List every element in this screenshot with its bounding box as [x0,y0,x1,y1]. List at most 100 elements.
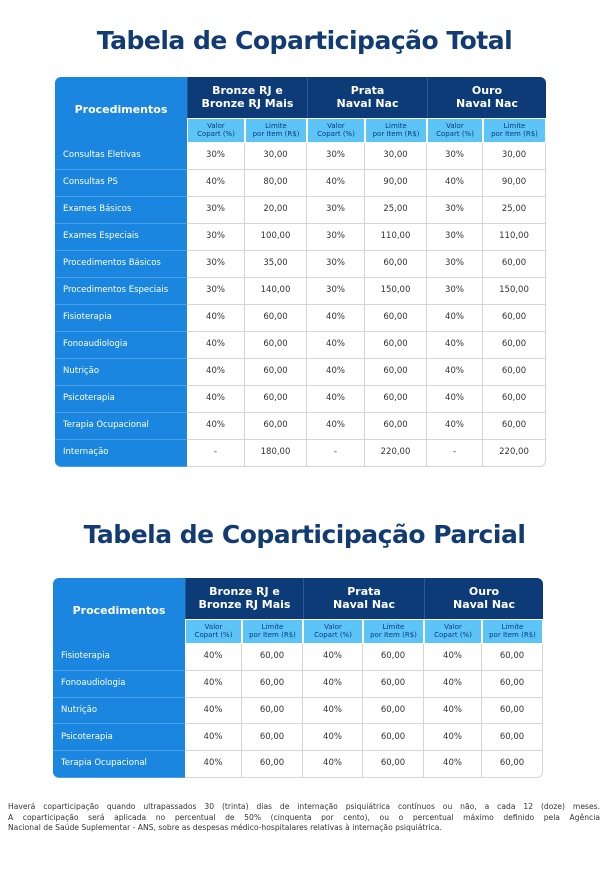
line: Valor [204,622,223,631]
procedure-name: Consultas Eletivas [55,143,187,170]
cell: 60,00 [363,697,424,725]
footnote-line: A coparticipação será aplicada no percen… [8,812,600,822]
cell: 220,00 [365,440,427,467]
cell: 40% [427,170,483,197]
cell: 60,00 [365,386,427,413]
cell: 30% [427,251,483,278]
cell: 60,00 [365,332,427,359]
cell: 40% [187,413,245,440]
cell: 40% [427,386,483,413]
procedure-name: Terapia Ocupacional [55,413,187,440]
cell: 40% [187,332,245,359]
procedure-name: Internação [55,440,187,467]
cell: 30% [427,224,483,251]
cell: 40% [185,670,242,698]
sub-header: Valor Copart (%) [424,619,482,644]
cell: 40% [424,670,482,698]
cell: 30% [427,278,483,305]
line: Valor [446,121,464,130]
cell: 90,00 [483,170,546,197]
procedure-name: Exames Especiais [55,224,187,251]
line: Naval Nac [453,597,515,611]
cell: 60,00 [483,386,546,413]
cell: 25,00 [483,197,546,224]
line: Bronze RJ e [209,585,280,599]
sub-header: Limite por Item (R$) [245,118,307,143]
line: por Item (R$) [372,129,420,138]
procedure-name: Procedimentos Especiais [55,278,187,305]
procedure-name: Psicoterapia [55,386,187,413]
procedure-name: Consultas PS [55,170,187,197]
cell: 40% [187,359,245,386]
line: Copart (%) [434,630,472,639]
line: Limite [501,622,524,631]
line: Bronze RJ Mais [198,597,291,611]
cell: 40% [307,359,365,386]
procedure-name: Terapia Ocupacional [53,751,185,778]
sub-header: Limite por Item (R$) [482,619,543,644]
cell: 30,00 [365,143,427,170]
line: Prata [350,84,385,98]
line: Copart (%) [314,630,352,639]
cell: 40% [185,724,242,752]
procedure-name: Fisioterapia [53,644,185,671]
cell: 60,00 [242,724,303,752]
line: Limite [385,121,407,130]
cell: 40% [303,670,363,698]
line: por Item (R$) [370,630,417,639]
procedure-name: Fonoaudiologia [53,670,185,698]
footnote-line: Nacional de Saúde Suplementar - ANS, sob… [8,823,442,832]
cell: 40% [424,697,482,725]
cell: 30% [187,251,245,278]
cell: 150,00 [483,278,546,305]
sub-header: Limite por Item (R$) [363,619,424,644]
cell: 20,00 [245,197,307,224]
procedure-header: Procedimentos [55,77,187,143]
cell: 60,00 [483,359,546,386]
cell: 40% [427,305,483,332]
group-header: Prata Naval Nac [303,578,424,619]
line: Valor [444,622,462,631]
cell: 30% [187,278,245,305]
cell: 60,00 [482,644,543,671]
line: por Item (R$) [249,630,296,639]
cell: 40% [307,305,365,332]
group-header: Bronze RJ e Bronze RJ Mais [187,77,307,118]
group-header: Ouro Naval Nac [424,578,543,619]
line: Ouro [471,84,503,98]
line: Valor [207,121,225,130]
cell: 180,00 [245,440,307,467]
procedure-name: Procedimentos Básicos [55,251,187,278]
line: Naval Nac [336,96,399,110]
procedure-name: Psicoterapia [53,724,185,752]
cell: 220,00 [483,440,546,467]
cell: 40% [427,359,483,386]
cell: 40% [185,751,242,778]
line: Valor [324,622,342,631]
cell: 40% [424,724,482,752]
cell: 30% [307,197,365,224]
line: por Item (R$) [491,129,538,138]
line: Naval Nac [333,597,395,611]
procedure-name: Fonoaudiologia [55,332,187,359]
cell: 30% [307,143,365,170]
cell: - [427,440,483,467]
cell: 60,00 [483,413,546,440]
line: Bronze RJ Mais [201,96,294,110]
cell: 40% [307,332,365,359]
cell: 60,00 [483,251,546,278]
line: Copart (%) [436,129,474,138]
cell: 60,00 [482,751,543,778]
cell: 30,00 [245,143,307,170]
table-title: Tabela de Coparticipação Parcial [83,520,526,549]
procedure-name: Nutrição [55,359,187,386]
cell: 60,00 [245,386,307,413]
cell: 40% [187,386,245,413]
cell: 60,00 [483,305,546,332]
cell: 60,00 [245,359,307,386]
line: Limite [265,121,287,130]
cell: 110,00 [365,224,427,251]
cell: 60,00 [482,724,543,752]
cell: 30% [187,197,245,224]
